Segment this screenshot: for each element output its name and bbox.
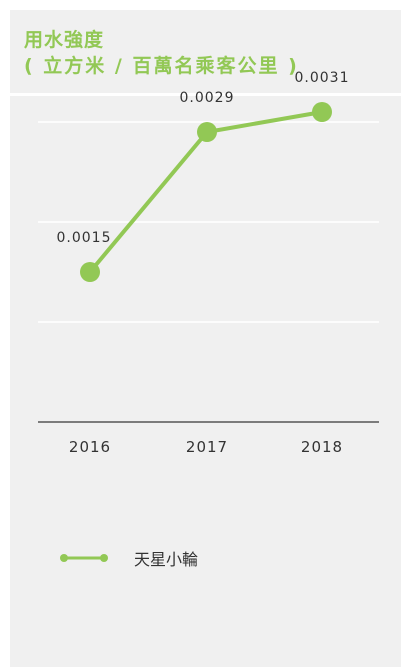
chart-title: 用水強度 — [24, 29, 105, 51]
data-point-2018 — [312, 102, 332, 122]
legend-label: 天星小輪 — [134, 550, 199, 569]
data-label-2018: 0.0031 — [295, 70, 350, 86]
x-tick-label-2016: 2016 — [69, 438, 111, 456]
legend-line-marker — [60, 554, 108, 562]
x-tick-label-2018: 2018 — [301, 438, 343, 456]
data-label-2017: 0.0029 — [180, 90, 235, 106]
chart-subtitle: ( 立方米 / 百萬名乘客公里 ) — [24, 55, 299, 77]
x-tick-label-2017: 2017 — [186, 438, 228, 456]
data-label-2016: 0.0015 — [57, 230, 112, 246]
data-point-2017 — [197, 122, 217, 142]
data-point-2016 — [80, 262, 100, 282]
legend: 天星小輪 — [56, 546, 198, 570]
chart-header: 用水強度 ( 立方米 / 百萬名乘客公里 ) — [10, 10, 401, 96]
